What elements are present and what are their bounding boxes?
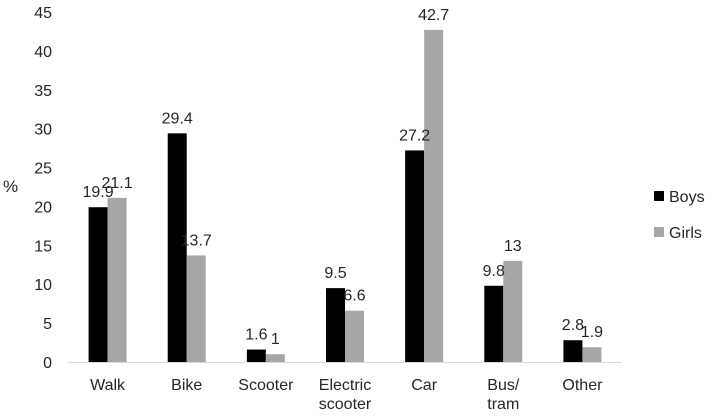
data-label-boys: 9.5 (324, 265, 346, 282)
x-tick-label-line: Other (562, 377, 603, 394)
data-label-boys: 1.6 (245, 327, 267, 344)
y-tick-label: 40 (34, 44, 52, 61)
legend-swatch-girls (654, 227, 664, 237)
y-tick-label: 45 (34, 5, 52, 22)
y-axis-label: % (3, 177, 18, 196)
x-tick-label-line: Car (411, 377, 437, 394)
data-label-boys: 9.8 (483, 263, 505, 280)
bar-boys (326, 288, 345, 362)
y-tick-label: 5 (43, 316, 52, 333)
bar-girls (503, 260, 523, 362)
data-label-girls: 13.7 (181, 232, 212, 249)
bar-girls (107, 197, 127, 362)
bar-girls (345, 310, 364, 362)
x-tick-label-line: Bike (171, 377, 202, 394)
y-tick-label: 15 (34, 238, 52, 255)
x-tick-label: Electric scooter (319, 377, 372, 413)
bar-girls (582, 347, 602, 362)
legend-swatch-boys (654, 191, 664, 201)
y-tick-label: 35 (34, 83, 52, 100)
y-tick-label: 25 (34, 161, 52, 178)
data-label-girls: 42.7 (418, 7, 449, 24)
bars (88, 29, 602, 363)
x-tick-label: Walk (90, 377, 126, 394)
bar-boys (167, 133, 187, 362)
data-label-boys: 2.8 (562, 317, 584, 334)
x-tick-label: Other (562, 377, 603, 394)
x-tick-label-line: Electric (319, 377, 371, 394)
y-tick-label: 30 (34, 122, 52, 139)
data-label-girls: 6.6 (343, 288, 365, 305)
y-tick-label: 20 (34, 199, 52, 216)
x-tick-label-line: Scooter (238, 377, 294, 394)
x-tick-label: Bike (171, 377, 202, 394)
bar-boys (484, 285, 504, 362)
category-labels: Walk Bike Scooter Electric scooter Car Bus/tra… (90, 377, 603, 413)
data-label-boys: 27.2 (399, 127, 430, 144)
data-label-boys: 19.9 (83, 184, 114, 201)
x-tick-label-line: tram (487, 396, 519, 413)
bar-boys (563, 340, 583, 362)
bar-girls (186, 255, 206, 362)
data-label-girls: 21.1 (102, 175, 133, 192)
legend: Boys Girls (654, 189, 705, 242)
data-labels: 19.921.1 29.4 13.7 1.6 1 9.5 6.6 27.2 42.7 9.8 13 2… (83, 7, 604, 348)
bar-boys (405, 150, 425, 362)
legend-label-girls: Girls (669, 225, 702, 242)
data-label-boys: 29.4 (162, 110, 193, 127)
data-label-girls: 13 (504, 238, 522, 255)
bar-boys (88, 207, 108, 362)
bar-girls (424, 29, 444, 363)
data-label-girls: 1.9 (581, 324, 603, 341)
y-axis-ticks: 0 5 10 15 20 25 30 35 40 45 (34, 5, 52, 372)
bar-boys (246, 349, 266, 362)
x-tick-label: Bus/tram (487, 377, 520, 413)
x-tick-label-line: Bus/ (487, 377, 520, 394)
x-tick-label-line: scooter (319, 396, 372, 413)
x-tick-label-line: Walk (90, 377, 126, 394)
x-tick-label: Scooter (238, 377, 294, 394)
data-label-girls: 1 (271, 331, 280, 348)
y-tick-label: 10 (34, 277, 52, 294)
x-tick-label: Car (411, 377, 437, 394)
legend-label-boys: Boys (669, 189, 705, 206)
y-tick-label: 0 (43, 355, 52, 372)
bar-girls (265, 354, 285, 362)
